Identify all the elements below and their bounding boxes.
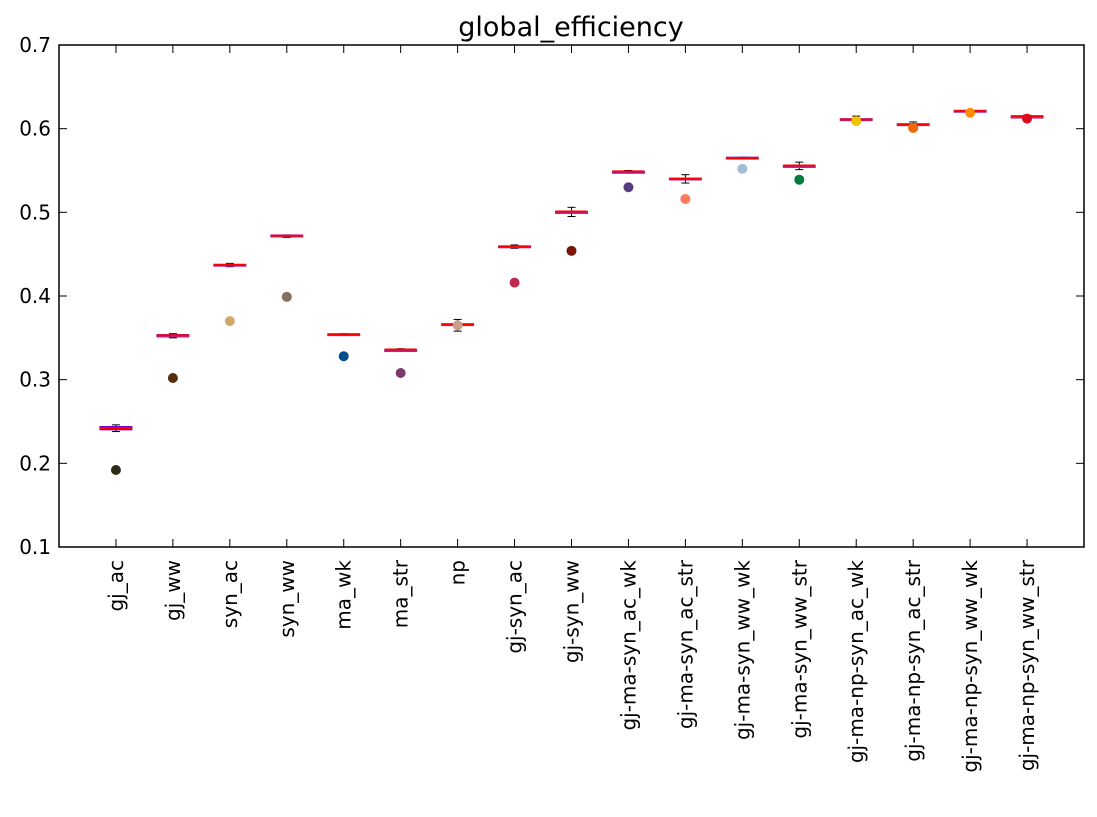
data-point <box>224 316 235 327</box>
data-point <box>737 163 748 174</box>
y-tick-label: 0.5 <box>19 200 51 224</box>
y-tick-label: 0.6 <box>19 117 51 141</box>
x-tick-label: syn_ww <box>275 560 299 638</box>
x-tick-label: gj-ma-np-syn_ac_wk <box>844 560 868 764</box>
x-tick-label: ma_wk <box>332 560 356 630</box>
y-tick-label: 0.4 <box>19 284 51 308</box>
x-tick-label: np <box>446 560 470 585</box>
data-point <box>395 367 406 378</box>
data-point <box>509 277 520 288</box>
x-tick-label: ma_str <box>389 559 413 628</box>
x-tick-label: gj-ma-syn_ac_str <box>673 559 697 729</box>
data-point <box>851 116 862 127</box>
x-tick-label: syn_ac <box>218 560 242 628</box>
axes: 0.1 0.2 0.3 0.4 0.5 0.6 0.7 gj_ac gj_ww syn_ac syn… <box>19 33 1084 773</box>
plot-frame <box>58 44 1085 548</box>
data-point <box>680 193 691 204</box>
x-tick-label: gj-ma-syn_ww_wk <box>730 560 754 740</box>
x-tick-label: gj-ma-np-syn_ww_str <box>1015 559 1039 771</box>
x-tick-label: gj-ma-syn_ww_str <box>787 559 811 738</box>
x-tick-label: gj-ma-np-syn_ac_str <box>901 559 925 761</box>
x-tick-label: gj-syn_ac <box>503 560 527 654</box>
data-points <box>110 107 1033 476</box>
data-point <box>794 174 805 185</box>
x-tick-label: gj-ma-np-syn_ww_wk <box>958 560 982 773</box>
data-point <box>908 122 919 133</box>
y-tick-label: 0.1 <box>19 535 51 559</box>
x-tick-label: gj-syn_ww <box>560 560 584 663</box>
data-point <box>167 372 178 383</box>
y-tick-label: 0.3 <box>19 368 51 392</box>
y-tick-label: 0.7 <box>19 33 51 57</box>
data-point <box>281 291 292 302</box>
x-tick-label: gj-ma-syn_ac_wk <box>616 560 640 731</box>
data-point <box>110 465 121 476</box>
data-point <box>965 107 976 118</box>
data-point <box>338 351 349 362</box>
data-point <box>623 182 634 193</box>
x-tick-label: gj_ww <box>161 560 185 621</box>
data-point <box>1022 113 1033 124</box>
y-tick-label: 0.2 <box>19 451 51 475</box>
chart-title: global_efficiency <box>458 12 683 43</box>
data-point <box>566 245 577 256</box>
x-tick-label: gj_ac <box>104 560 128 612</box>
data-point <box>452 320 463 331</box>
